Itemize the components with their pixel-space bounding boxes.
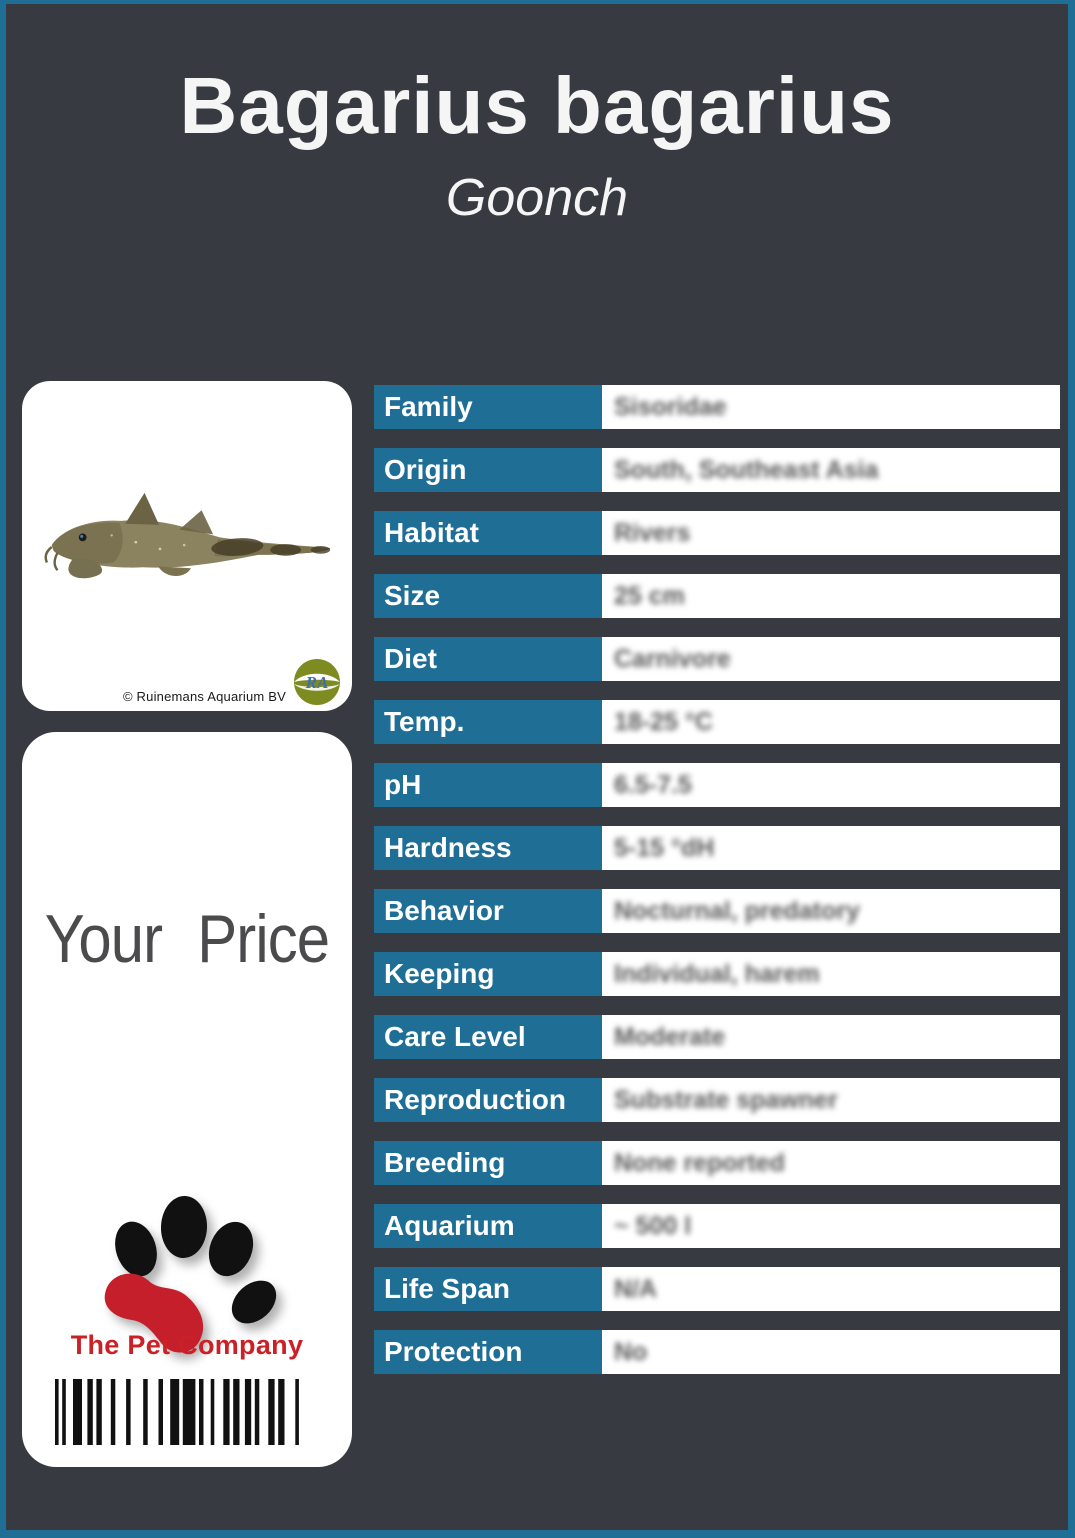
price-card: Your Price The Pet Company bbox=[22, 732, 352, 1467]
row-label: Care Level bbox=[374, 1015, 602, 1059]
row-label: Habitat bbox=[374, 511, 602, 555]
row-label: Aquarium bbox=[374, 1204, 602, 1248]
table-row: Family Sisoridae bbox=[374, 385, 1060, 429]
photo-copyright: © Ruinemans Aquarium BV bbox=[122, 689, 286, 704]
row-label: Family bbox=[374, 385, 602, 429]
info-table: Family Sisoridae Origin South, Southeast… bbox=[374, 385, 1060, 1374]
row-value: None reported bbox=[602, 1141, 1060, 1185]
price-placeholder: Your Price bbox=[44, 901, 330, 977]
header: Bagarius bagarius Goonch bbox=[6, 61, 1068, 227]
row-value: Sisoridae bbox=[602, 385, 1060, 429]
row-value: 5-15 °dH bbox=[602, 826, 1060, 870]
row-label: Hardness bbox=[374, 826, 602, 870]
badge-text: RA bbox=[305, 673, 329, 692]
table-row: Keeping Individual, harem bbox=[374, 952, 1060, 996]
species-title: Bagarius bagarius bbox=[179, 61, 895, 150]
row-value: Substrate spawner bbox=[602, 1078, 1060, 1122]
common-name: Goonch bbox=[445, 169, 629, 227]
table-row: Protection No bbox=[374, 1330, 1060, 1374]
row-value: Individual, harem bbox=[602, 952, 1060, 996]
table-row: Origin South, Southeast Asia bbox=[374, 448, 1060, 492]
row-label: Behavior bbox=[374, 889, 602, 933]
row-value: 18-25 °C bbox=[602, 700, 1060, 744]
table-row: Habitat Rivers bbox=[374, 511, 1060, 555]
paw-logo-icon bbox=[88, 1194, 288, 1364]
row-label: Keeping bbox=[374, 952, 602, 996]
row-value: 25 cm bbox=[602, 574, 1060, 618]
row-value: 6.5-7.5 bbox=[602, 763, 1060, 807]
company-name: The Pet Company bbox=[70, 1330, 304, 1360]
row-label: Life Span bbox=[374, 1267, 602, 1311]
row-label: Temp. bbox=[374, 700, 602, 744]
table-row: Hardness 5-15 °dH bbox=[374, 826, 1060, 870]
fish-photo-card: © Ruinemans Aquarium BV RA bbox=[22, 381, 352, 711]
row-label: Origin bbox=[374, 448, 602, 492]
row-value: ~ 500 l bbox=[602, 1204, 1060, 1248]
table-row: Aquarium ~ 500 l bbox=[374, 1204, 1060, 1248]
table-row: Diet Carnivore bbox=[374, 637, 1060, 681]
table-row: Care Level Moderate bbox=[374, 1015, 1060, 1059]
table-row: pH 6.5-7.5 bbox=[374, 763, 1060, 807]
fish-image bbox=[44, 492, 331, 579]
table-row: Size 25 cm bbox=[374, 574, 1060, 618]
table-row: Breeding None reported bbox=[374, 1141, 1060, 1185]
table-row: Temp. 18-25 °C bbox=[374, 700, 1060, 744]
row-value: Moderate bbox=[602, 1015, 1060, 1059]
row-value: South, Southeast Asia bbox=[602, 448, 1060, 492]
row-value: Rivers bbox=[602, 511, 1060, 555]
row-label: pH bbox=[374, 763, 602, 807]
row-label: Size bbox=[374, 574, 602, 618]
row-value: No bbox=[602, 1330, 1060, 1374]
row-label: Diet bbox=[374, 637, 602, 681]
table-row: Behavior Nocturnal, predatory bbox=[374, 889, 1060, 933]
row-label: Protection bbox=[374, 1330, 602, 1374]
row-label: Reproduction bbox=[374, 1078, 602, 1122]
table-row: Life Span N/A bbox=[374, 1267, 1060, 1311]
row-label: Breeding bbox=[374, 1141, 602, 1185]
row-value: Nocturnal, predatory bbox=[602, 889, 1060, 933]
barcode bbox=[55, 1379, 301, 1445]
table-row: Reproduction Substrate spawner bbox=[374, 1078, 1060, 1122]
ruinemans-aquarium-badge-icon: RA bbox=[294, 659, 340, 705]
row-value: Carnivore bbox=[602, 637, 1060, 681]
row-value: N/A bbox=[602, 1267, 1060, 1311]
